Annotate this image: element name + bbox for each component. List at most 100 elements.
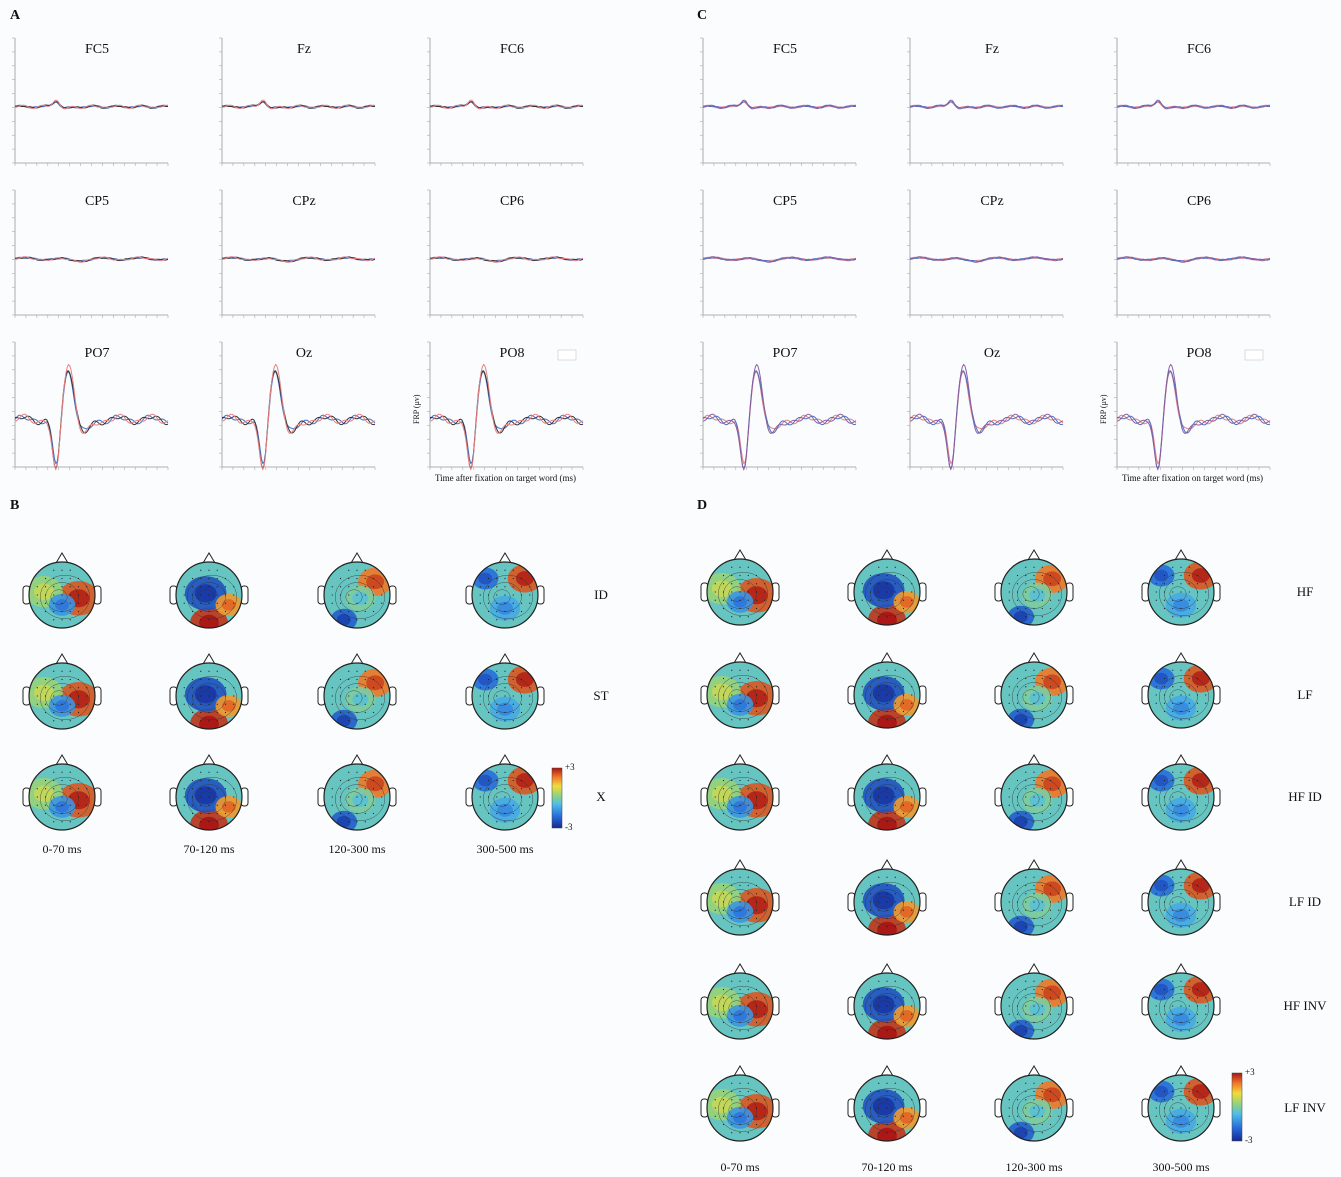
condition-label: X [596,789,606,804]
erp-plot-cp6 [427,189,584,318]
topo-outline [1147,868,1215,936]
topo-map [700,652,780,729]
topo-map [22,552,102,629]
time-window-label: 70-120 ms [861,1160,913,1174]
erp-plot-fz [219,37,376,166]
erp-title-fc6: FC6 [499,42,525,57]
topo-outline [853,558,921,626]
topo-map [169,653,249,730]
topo-nose [733,859,747,871]
topo-nose [1174,859,1188,871]
topo-map [847,754,927,831]
colorbar-max: +3 [565,762,575,772]
erp-plot-po7 [12,341,169,471]
condition-label: ID [594,587,608,602]
erp-y-label: FRP (μv) [1099,394,1108,424]
erp-plot-oz [219,341,376,471]
erp-legend [1244,349,1264,361]
erp-title-fz: Fz [985,42,999,57]
topo-nose [880,549,894,561]
erp-title-oz: Oz [295,346,313,361]
erp-waveform [1116,370,1271,471]
topo-nose [202,754,216,766]
topo-nose [1174,652,1188,664]
topo-nose [880,1065,894,1077]
erp-title-fc5: FC5 [84,42,110,57]
panel-label-b: B [10,498,20,513]
topo-outline [706,558,774,626]
erp-waveform [14,363,169,471]
topo-outline [1147,972,1215,1040]
topo-nose [880,754,894,766]
erp-waveform [1116,99,1270,110]
erp-waveform [14,370,169,471]
topo-map [994,1065,1074,1142]
topo-map [994,549,1074,626]
erp-y-label: FRP (μv) [412,394,421,424]
condition-label: HF INV [1283,998,1327,1013]
topo-nose [350,653,364,665]
topo-outline [471,662,539,730]
topo-outline [1000,661,1068,729]
erp-waveform [14,99,168,110]
condition-label: LF [1297,687,1313,702]
erp-waveform [909,370,1064,471]
erp-title-po8: PO8 [499,346,525,361]
topo-outline [853,1074,921,1142]
time-window-label: 0-70 ms [42,842,82,856]
topo-outline [1147,763,1215,831]
topo-nose [1174,754,1188,766]
topo-map [317,754,397,831]
erp-title-fc5: FC5 [772,42,798,57]
erp-plot-fc6 [427,37,584,166]
topo-outline [706,972,774,1040]
topo-nose [202,552,216,564]
erp-waveform [1116,363,1271,471]
topo-outline [853,972,921,1040]
topo-map [1141,859,1221,936]
time-window-label: 300-500 ms [1152,1160,1210,1174]
colorbar [1231,1072,1243,1142]
erp-title-cp6: CP6 [499,194,525,209]
erp-plot-po7 [700,341,857,471]
topo-map [1141,652,1221,729]
topo-nose [498,653,512,665]
topo-outline [853,763,921,831]
erp-waveform [702,363,857,471]
time-window-label: 70-120 ms [183,842,235,856]
topo-outline [323,561,391,629]
erp-waveform [221,99,375,110]
colorbar-min: -3 [1245,1135,1253,1145]
condition-label: ST [593,688,609,703]
topo-map [847,549,927,626]
erp-plot-fc5 [700,37,857,166]
erp-waveform [909,256,1064,263]
topo-map [317,552,397,629]
topo-nose [1174,549,1188,561]
erp-title-cp5: CP5 [84,194,110,209]
topo-map [994,859,1074,936]
topo-outline [1000,558,1068,626]
topo-outline [1147,558,1215,626]
topo-nose [880,652,894,664]
time-window-label: 0-70 ms [720,1160,760,1174]
topo-nose [1027,1065,1041,1077]
topo-map [700,549,780,626]
colorbar [551,767,563,829]
topo-nose [350,754,364,766]
topo-outline [175,662,243,730]
topo-map [22,653,102,730]
topo-nose [1027,754,1041,766]
erp-waveform [429,99,583,110]
erp-plot-oz [907,341,1064,471]
erp-waveform [429,256,584,263]
erp-title-fc6: FC6 [1186,42,1212,57]
topo-outline [1000,972,1068,1040]
erp-x-label: Time after fixation on target word (ms) [1122,473,1263,483]
topo-outline [706,1074,774,1142]
erp-waveform [702,99,856,110]
erp-x-label: Time after fixation on target word (ms) [435,473,576,483]
time-window-label: 120-300 ms [328,842,386,856]
topo-map [847,1065,927,1142]
